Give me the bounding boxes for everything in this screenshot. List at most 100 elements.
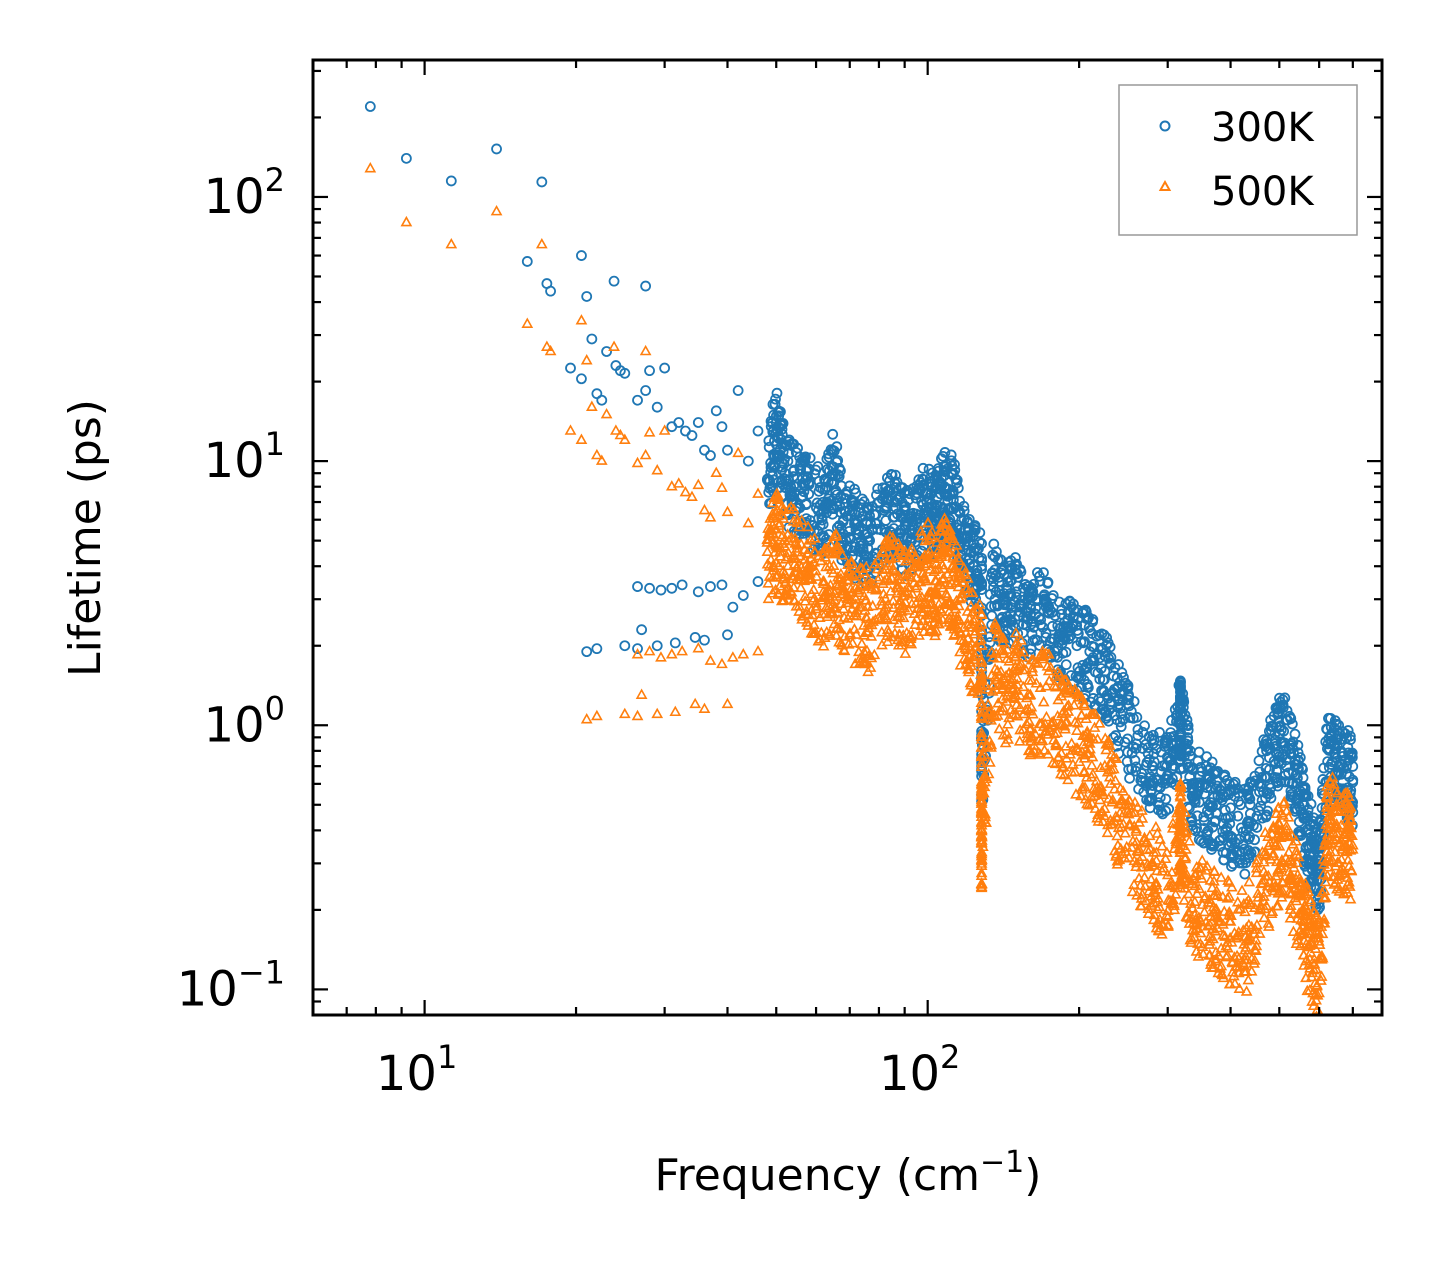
data-point [1107, 762, 1120, 774]
data-point [838, 514, 849, 526]
data-point [1126, 885, 1139, 897]
data-point [957, 634, 969, 645]
data-point [822, 541, 834, 553]
data-point [1057, 647, 1069, 659]
data-point [1287, 838, 1299, 849]
data-point [838, 644, 851, 656]
data-point [947, 468, 959, 480]
data-point [631, 648, 644, 659]
data-point [1225, 881, 1238, 892]
data-point [1301, 927, 1313, 938]
data-point [1242, 845, 1254, 856]
data-point [789, 552, 802, 564]
data-point [975, 815, 988, 826]
data-point [996, 705, 1009, 716]
data-point [699, 444, 710, 456]
data-point [818, 591, 831, 603]
data-point [1293, 800, 1305, 812]
data-point [1228, 778, 1239, 790]
data-point [917, 462, 929, 474]
data-point [862, 578, 875, 589]
data-point [1223, 890, 1235, 901]
data-point [1043, 648, 1055, 659]
data-point [927, 551, 940, 563]
data-point [1037, 695, 1050, 707]
data-point [930, 587, 943, 599]
data-point [1150, 879, 1163, 890]
data-point [1000, 695, 1013, 706]
data-point [870, 583, 883, 594]
data-point [1146, 856, 1159, 868]
data-point [1075, 708, 1088, 720]
data-point [1071, 742, 1084, 753]
data-point [1336, 861, 1349, 873]
data-point [565, 362, 576, 374]
data-point [823, 627, 836, 639]
data-point [783, 436, 794, 448]
data-point [804, 567, 816, 578]
data-point [595, 454, 608, 465]
data-point [770, 570, 783, 582]
legend-marker-500k [1158, 179, 1172, 191]
data-point [1217, 928, 1230, 940]
data-point [1284, 912, 1297, 923]
data-point [1013, 735, 1026, 746]
data-point [1085, 759, 1098, 770]
data-point [986, 685, 999, 696]
data-point [1162, 769, 1174, 781]
data-point [1345, 748, 1357, 760]
data-point [1072, 690, 1085, 702]
data-point [975, 679, 988, 691]
data-point [830, 629, 843, 640]
data-point [1215, 871, 1228, 882]
data-point [364, 162, 377, 173]
data-point [1240, 896, 1253, 908]
data-point [1152, 781, 1164, 793]
data-point [928, 626, 941, 637]
data-point [762, 592, 775, 604]
data-point [793, 600, 805, 611]
data-point [1331, 856, 1344, 867]
data-point [807, 627, 820, 638]
data-point [608, 275, 620, 287]
data-point [948, 503, 960, 515]
data-point [1016, 651, 1029, 662]
data-point [1259, 739, 1270, 750]
data-point [921, 553, 934, 565]
data-point [1176, 706, 1188, 718]
data-point [1101, 632, 1113, 644]
data-point [763, 570, 776, 581]
data-point [781, 589, 794, 600]
data-point [782, 559, 794, 571]
data-point [1025, 722, 1037, 733]
data-point [803, 488, 815, 500]
data-point [1256, 745, 1268, 757]
data-point [1111, 855, 1124, 866]
data-point [858, 589, 871, 601]
data-point [863, 504, 875, 516]
data-point [865, 630, 878, 641]
data-point [1222, 942, 1234, 953]
data-point [1154, 792, 1166, 803]
data-point [787, 581, 800, 592]
data-point [850, 524, 862, 536]
data-point [942, 503, 954, 514]
data-point [831, 500, 843, 512]
data-point [1219, 804, 1231, 816]
data-point [752, 576, 764, 587]
data-point [1212, 912, 1225, 923]
data-point [1002, 599, 1013, 611]
x-axis-label-end: ) [1024, 1150, 1041, 1201]
data-point [1108, 750, 1120, 762]
data-point [833, 636, 845, 647]
data-point [1269, 839, 1281, 850]
data-point [828, 445, 840, 457]
data-point [966, 586, 979, 597]
data-point [1191, 887, 1203, 899]
data-point [990, 673, 1003, 684]
data-point [608, 340, 620, 351]
data-point [1133, 854, 1146, 866]
data-point [1323, 813, 1336, 825]
data-point [923, 612, 935, 623]
data-point [1182, 744, 1194, 755]
